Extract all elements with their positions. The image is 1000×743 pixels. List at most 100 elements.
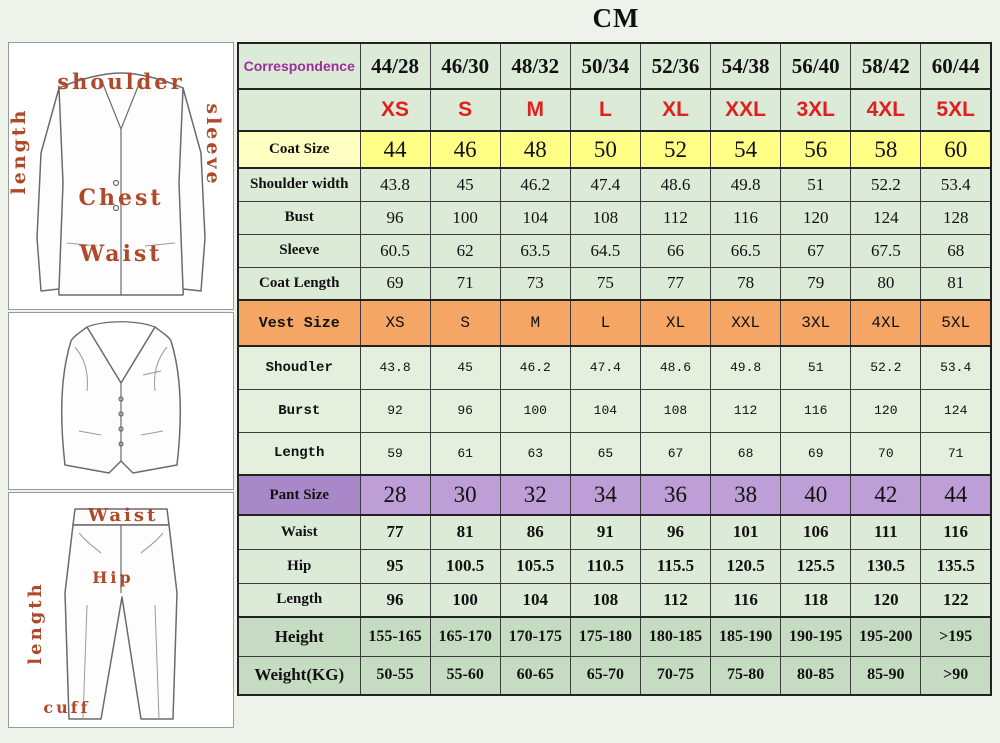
table-cell: 130.5 — [850, 548, 922, 584]
table-cell: 81 — [920, 266, 992, 301]
table-cell: S — [429, 88, 501, 132]
pants-cuff-label: cuff — [43, 698, 90, 717]
table-cell: 67 — [780, 233, 852, 268]
table-cell: 48 — [499, 130, 571, 169]
table-cell: 45 — [429, 167, 501, 202]
table-cell: 69 — [780, 431, 852, 476]
size-table: Correspondence 44/28 46/30 48/32 50/34 52/36 5… — [237, 42, 992, 696]
table-row: Waist 77 81 86 91 96 101 106 111 116 — [237, 514, 992, 550]
column-header: 56/40 — [780, 42, 852, 90]
table-row: Burst 92 96 100 104 108 112 116 120 124 — [237, 388, 992, 433]
row-label: Coat Length — [237, 266, 361, 301]
jacket-chest-label: Chest — [78, 185, 163, 211]
table-cell: 36 — [639, 474, 712, 516]
table-cell: 165-170 — [429, 616, 501, 657]
table-cell: 5XL — [920, 88, 992, 132]
table-cell: 115.5 — [639, 548, 712, 584]
table-cell: 46.2 — [499, 345, 571, 390]
table-cell: XS — [359, 88, 431, 132]
table-cell: 120 — [850, 388, 922, 433]
table-cell: 91 — [569, 514, 641, 550]
table-cell: 43.8 — [359, 167, 431, 202]
table-cell: 47.4 — [569, 167, 641, 202]
table-cell: 62 — [429, 233, 501, 268]
table-cell: >195 — [920, 616, 992, 657]
table-cell: 67.5 — [850, 233, 922, 268]
table-cell: 43.8 — [359, 345, 431, 390]
table-cell: 112 — [710, 388, 782, 433]
table-cell: 108 — [569, 582, 641, 618]
table-cell: L — [569, 88, 641, 132]
table-cell: 106 — [780, 514, 852, 550]
table-cell: 56 — [780, 130, 852, 169]
table-cell: 175-180 — [569, 616, 641, 657]
table-row: Weight(KG) 50-55 55-60 60-65 65-70 70-75 75-80… — [237, 655, 992, 696]
table-row: Length 96 100 104 108 112 116 118 120 122 — [237, 582, 992, 618]
table-cell: 79 — [780, 266, 852, 301]
table-cell: 108 — [569, 200, 641, 235]
table-cell: 66 — [639, 233, 712, 268]
table-cell: 180-185 — [639, 616, 712, 657]
table-cell: 190-195 — [780, 616, 852, 657]
table-cell: 122 — [920, 582, 992, 618]
pants-length-label: length — [25, 581, 46, 664]
table-row: Coat Length 69 71 73 75 77 78 79 80 81 — [237, 266, 992, 301]
table-row: Height 155-165 165-170 170-175 175-180 180-18… — [237, 616, 992, 657]
row-label: Hip — [237, 548, 361, 584]
table-cell: 50-55 — [359, 655, 431, 696]
table-cell: 185-190 — [710, 616, 782, 657]
column-header: 54/38 — [710, 42, 782, 90]
pants-sketch: Waist length Hip cuff — [25, 505, 178, 720]
table-cell: 40 — [780, 474, 852, 516]
table-cell: 65 — [569, 431, 641, 476]
table-cell: 112 — [639, 200, 712, 235]
table-cell: 4XL — [850, 88, 922, 132]
row-label: Weight(KG) — [237, 655, 361, 696]
pants-waist-label: Waist — [87, 505, 159, 526]
table-cell: 170-175 — [499, 616, 571, 657]
table-cell: 54 — [710, 130, 782, 169]
table-cell: 105.5 — [499, 548, 571, 584]
row-label: Shoudler — [237, 345, 361, 390]
table-cell: 116 — [780, 388, 852, 433]
header-row: Correspondence 44/28 46/30 48/32 50/34 52/36 5… — [237, 42, 992, 90]
table-cell: 77 — [639, 266, 712, 301]
table-cell: 51 — [780, 345, 852, 390]
row-label: Coat Size — [237, 130, 361, 169]
table-cell: 60 — [920, 130, 992, 169]
row-label: Length — [237, 582, 361, 618]
table-cell: 45 — [429, 345, 501, 390]
column-header: 52/36 — [639, 42, 712, 90]
column-header: 46/30 — [429, 42, 501, 90]
table-cell: M — [499, 88, 571, 132]
table-row: Pant Size 28 30 32 34 36 38 40 42 44 — [237, 474, 992, 516]
column-header: 44/28 — [359, 42, 431, 90]
table-row: Shoulder width 43.8 45 46.2 47.4 48.6 49.8 51 52… — [237, 167, 992, 202]
table-cell: 69 — [359, 266, 431, 301]
table-cell: 95 — [359, 548, 431, 584]
table-cell: 30 — [429, 474, 501, 516]
table-cell: 100 — [499, 388, 571, 433]
row-label: Shoulder width — [237, 167, 361, 202]
table-cell: 96 — [359, 200, 431, 235]
table-cell: 111 — [850, 514, 922, 550]
table-cell: 52.2 — [850, 345, 922, 390]
page-title: CM — [592, 3, 640, 33]
table-cell: 110.5 — [569, 548, 641, 584]
table-cell: 68 — [920, 233, 992, 268]
table-cell: 73 — [499, 266, 571, 301]
table-cell: 3XL — [780, 299, 852, 347]
column-header: 48/32 — [499, 42, 571, 90]
table-cell: 128 — [920, 200, 992, 235]
table-cell: 124 — [850, 200, 922, 235]
table-cell: 75-80 — [710, 655, 782, 696]
row-label: Burst — [237, 388, 361, 433]
table-cell: 120 — [850, 582, 922, 618]
row-label: Vest Size — [237, 299, 361, 347]
row-label: Waist — [237, 514, 361, 550]
table-cell: 44 — [359, 130, 431, 169]
table-cell: 32 — [499, 474, 571, 516]
table-row: Coat Size 44 46 48 50 52 54 56 58 60 — [237, 130, 992, 169]
table-cell: M — [499, 299, 571, 347]
